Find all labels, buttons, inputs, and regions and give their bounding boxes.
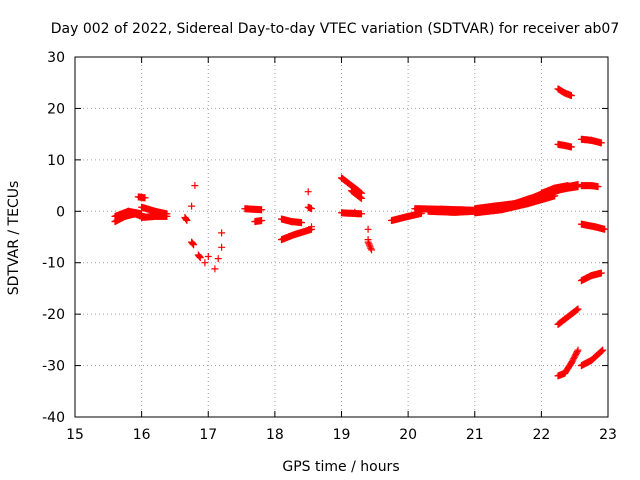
data-point xyxy=(191,182,199,190)
data-point xyxy=(597,139,605,147)
data-point xyxy=(190,241,198,249)
data-point xyxy=(364,236,372,244)
data-point xyxy=(204,253,212,260)
grid-lines xyxy=(75,57,608,417)
y-tick-label: 20 xyxy=(47,101,65,117)
data-point xyxy=(597,269,605,277)
data-point xyxy=(163,212,171,220)
chart-title: Day 002 of 2022, Sidereal Day-to-day VTE… xyxy=(51,21,620,37)
data-point xyxy=(567,92,575,100)
x-tick-label: 22 xyxy=(532,427,550,443)
y-tick-label: 10 xyxy=(47,153,65,169)
data-point xyxy=(368,246,375,254)
data-point xyxy=(598,347,606,355)
data-point xyxy=(601,225,609,233)
y-tick-label: -30 xyxy=(42,359,65,375)
data-point xyxy=(358,194,365,202)
x-tick-label: 23 xyxy=(599,427,617,443)
data-point xyxy=(308,223,315,231)
data-point xyxy=(218,229,226,237)
x-tick-label: 20 xyxy=(399,427,417,443)
data-point xyxy=(599,346,607,354)
data-point xyxy=(195,252,203,260)
y-tick-label: -20 xyxy=(42,307,65,323)
x-tick-label: 16 xyxy=(133,427,151,443)
data-point xyxy=(196,253,204,261)
y-tick-label: 30 xyxy=(47,50,65,66)
x-tick-label: 19 xyxy=(333,427,351,443)
x-tick-label: 15 xyxy=(66,427,84,443)
data-point xyxy=(298,219,305,227)
data-point xyxy=(358,210,365,218)
x-tick-label: 21 xyxy=(466,427,484,443)
y-tick-label: 0 xyxy=(56,204,65,220)
axis-ticks: 15 16 17 18 19 20 21 22 23 -40 -30 -20 -10 0 10 20 30 xyxy=(42,50,617,443)
y-tick-label: -40 xyxy=(42,410,65,426)
data-point xyxy=(214,255,222,263)
data-point xyxy=(574,346,582,354)
data-point xyxy=(364,225,372,233)
y-axis-label: SDTVAR / TECUs xyxy=(6,181,22,296)
data-point xyxy=(183,217,191,224)
data-point xyxy=(218,243,226,251)
data-point xyxy=(258,217,266,224)
data-point xyxy=(188,202,196,210)
data-point xyxy=(304,188,312,196)
data-point xyxy=(594,183,602,191)
y-tick-label: -10 xyxy=(42,256,65,272)
data-point xyxy=(366,243,374,251)
data-point xyxy=(141,194,149,202)
data-point xyxy=(365,240,373,248)
x-tick-label: 17 xyxy=(199,427,217,443)
data-point xyxy=(573,348,581,356)
data-marks xyxy=(111,85,609,380)
data-point xyxy=(574,305,582,313)
data-point xyxy=(258,206,266,214)
data-point xyxy=(308,205,315,213)
data-point xyxy=(196,254,204,262)
data-point xyxy=(597,348,605,355)
data-point xyxy=(351,208,359,216)
data-point xyxy=(367,244,375,252)
x-tick-label: 18 xyxy=(266,427,284,443)
data-point xyxy=(574,183,582,191)
data-point xyxy=(211,265,219,273)
data-point xyxy=(189,240,197,248)
x-axis-label: GPS time / hours xyxy=(282,459,399,475)
data-point xyxy=(567,143,575,151)
data-point xyxy=(201,259,209,267)
